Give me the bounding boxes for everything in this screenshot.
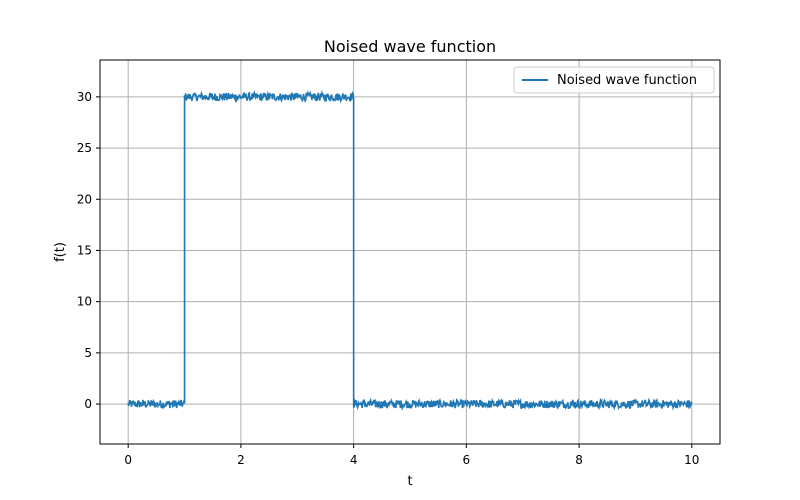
y-axis-label: f(t): [53, 242, 68, 262]
y-tick-label: 5: [84, 346, 92, 360]
x-tick-label: 2: [237, 453, 245, 467]
y-tick-label: 25: [77, 141, 92, 155]
x-tick-label: 0: [124, 453, 132, 467]
grid: [100, 60, 720, 444]
y-tick-label: 10: [77, 295, 92, 309]
chart-title: Noised wave function: [324, 37, 496, 56]
x-tick-label: 6: [463, 453, 471, 467]
y-axis: 0 5 10 15 20 25 30: [77, 90, 100, 411]
y-tick-label: 0: [84, 397, 92, 411]
legend: Noised wave function: [513, 66, 715, 94]
x-tick-label: 10: [684, 453, 699, 467]
x-axis: 0 2 4 6 8 10: [124, 444, 699, 467]
legend-label: Noised wave function: [557, 73, 697, 88]
plot-frame: [99, 59, 721, 445]
y-tick-label: 15: [77, 243, 92, 257]
x-tick-label: 4: [350, 453, 358, 467]
y-tick-label: 20: [77, 192, 92, 206]
y-tick-label: 30: [77, 90, 92, 104]
legend-box: [513, 66, 715, 94]
series-line: [127, 89, 693, 411]
x-tick-label: 8: [575, 453, 583, 467]
x-axis-label: t: [407, 474, 412, 489]
